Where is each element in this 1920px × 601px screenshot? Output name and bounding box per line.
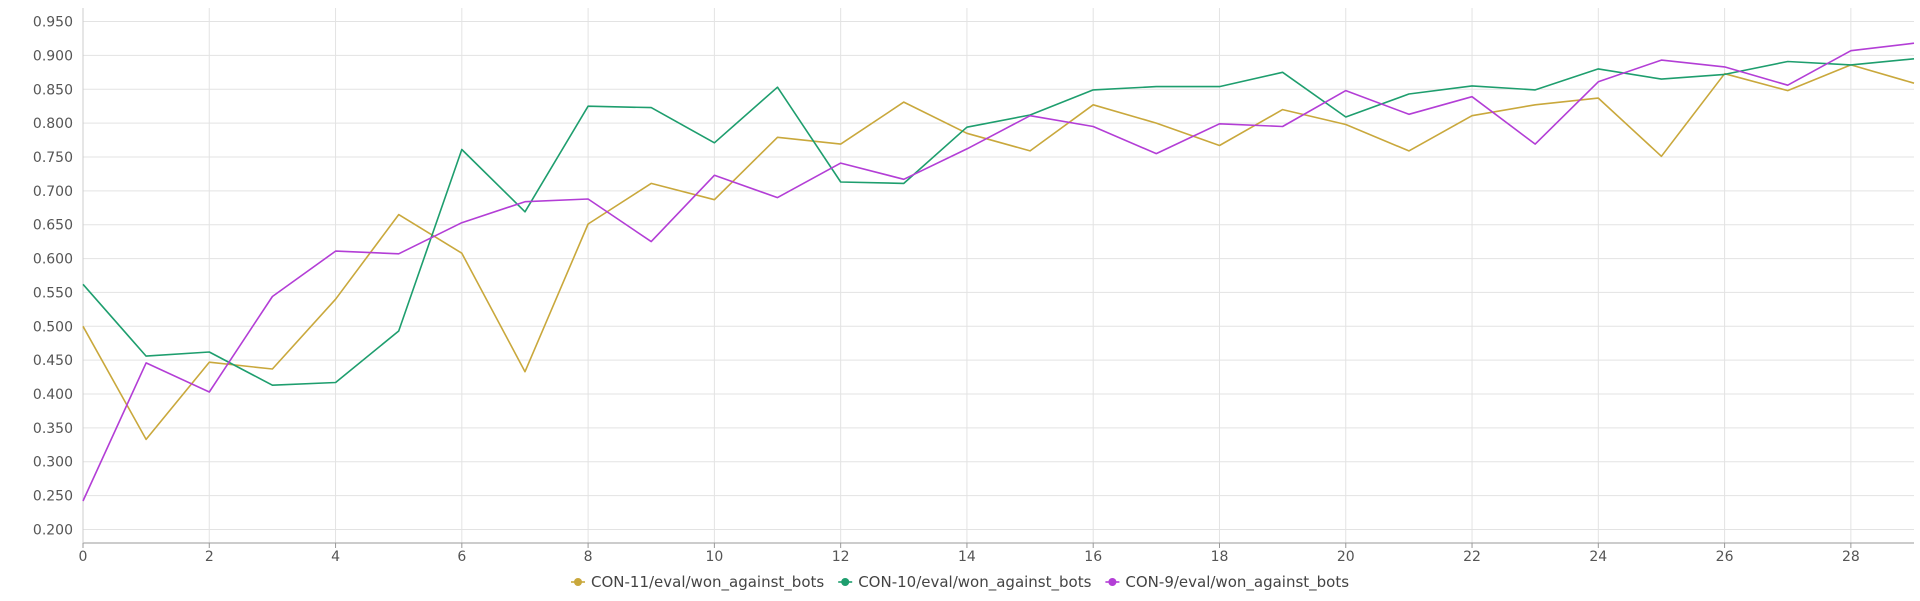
y-tick-label: 0.450 bbox=[33, 353, 73, 369]
x-tick-label: 28 bbox=[1842, 549, 1860, 565]
legend-item[interactable]: CON-10/eval/won_against_bots bbox=[838, 573, 1092, 592]
series-line-2[interactable] bbox=[82, 42, 1915, 502]
y-tick-label: 0.900 bbox=[33, 48, 73, 64]
x-tick-label: 10 bbox=[705, 549, 723, 565]
x-tick-label: 8 bbox=[584, 549, 593, 565]
legend-marker bbox=[1108, 578, 1117, 586]
legend-marker bbox=[574, 578, 582, 586]
legend-label: CON-9/eval/won_against_bots bbox=[1125, 573, 1349, 592]
y-tick-label: 0.300 bbox=[33, 455, 73, 471]
y-tick-label: 0.400 bbox=[33, 387, 73, 403]
x-tick-label: 0 bbox=[79, 549, 88, 565]
legend-item[interactable]: CON-9/eval/won_against_bots bbox=[1105, 573, 1349, 592]
legend[interactable]: CON-11/eval/won_against_bots CON-10/eval/… bbox=[571, 573, 1349, 592]
x-tick-label: 26 bbox=[1716, 549, 1734, 565]
x-tick-label: 22 bbox=[1463, 549, 1481, 565]
y-tick-label: 0.950 bbox=[33, 15, 73, 31]
y-tick-label: 0.350 bbox=[33, 421, 73, 437]
x-tick-label: 16 bbox=[1084, 549, 1102, 565]
y-tick-label: 0.600 bbox=[33, 252, 73, 268]
x-tick-label: 2 bbox=[205, 549, 214, 565]
y-tick-label: 0.550 bbox=[33, 285, 73, 301]
y-tick-label: 0.850 bbox=[33, 82, 73, 98]
series bbox=[82, 42, 1915, 502]
y-tick-label: 0.650 bbox=[33, 218, 73, 234]
x-tick-label: 4 bbox=[331, 549, 340, 565]
legend-item[interactable]: CON-11/eval/won_against_bots bbox=[571, 573, 824, 592]
x-tick-label: 18 bbox=[1211, 549, 1229, 565]
y-tick-label: 0.700 bbox=[33, 184, 73, 200]
y-tick-label: 0.800 bbox=[33, 116, 73, 132]
legend-label: CON-10/eval/won_against_bots bbox=[858, 573, 1091, 592]
x-tick-label: 20 bbox=[1337, 549, 1355, 565]
x-tick-label: 14 bbox=[958, 549, 976, 565]
y-tick-label: 0.250 bbox=[33, 489, 73, 505]
legend-label: CON-11/eval/won_against_bots bbox=[591, 573, 824, 592]
x-tick-label: 24 bbox=[1589, 549, 1607, 565]
x-tick-label: 12 bbox=[832, 549, 850, 565]
y-tick-label: 0.500 bbox=[33, 319, 73, 335]
grid bbox=[82, 8, 1914, 543]
series-line-0[interactable] bbox=[82, 64, 1915, 441]
series-line-1[interactable] bbox=[82, 58, 1915, 387]
y-tick-label: 0.200 bbox=[33, 522, 73, 538]
y-tick-label: 0.750 bbox=[33, 150, 73, 166]
x-tick-label: 6 bbox=[457, 549, 466, 565]
legend-marker bbox=[841, 578, 850, 586]
axes: 0.200 0.250 0.300 0.350 0.400 0.450 0.500 0.550… bbox=[33, 8, 1914, 565]
